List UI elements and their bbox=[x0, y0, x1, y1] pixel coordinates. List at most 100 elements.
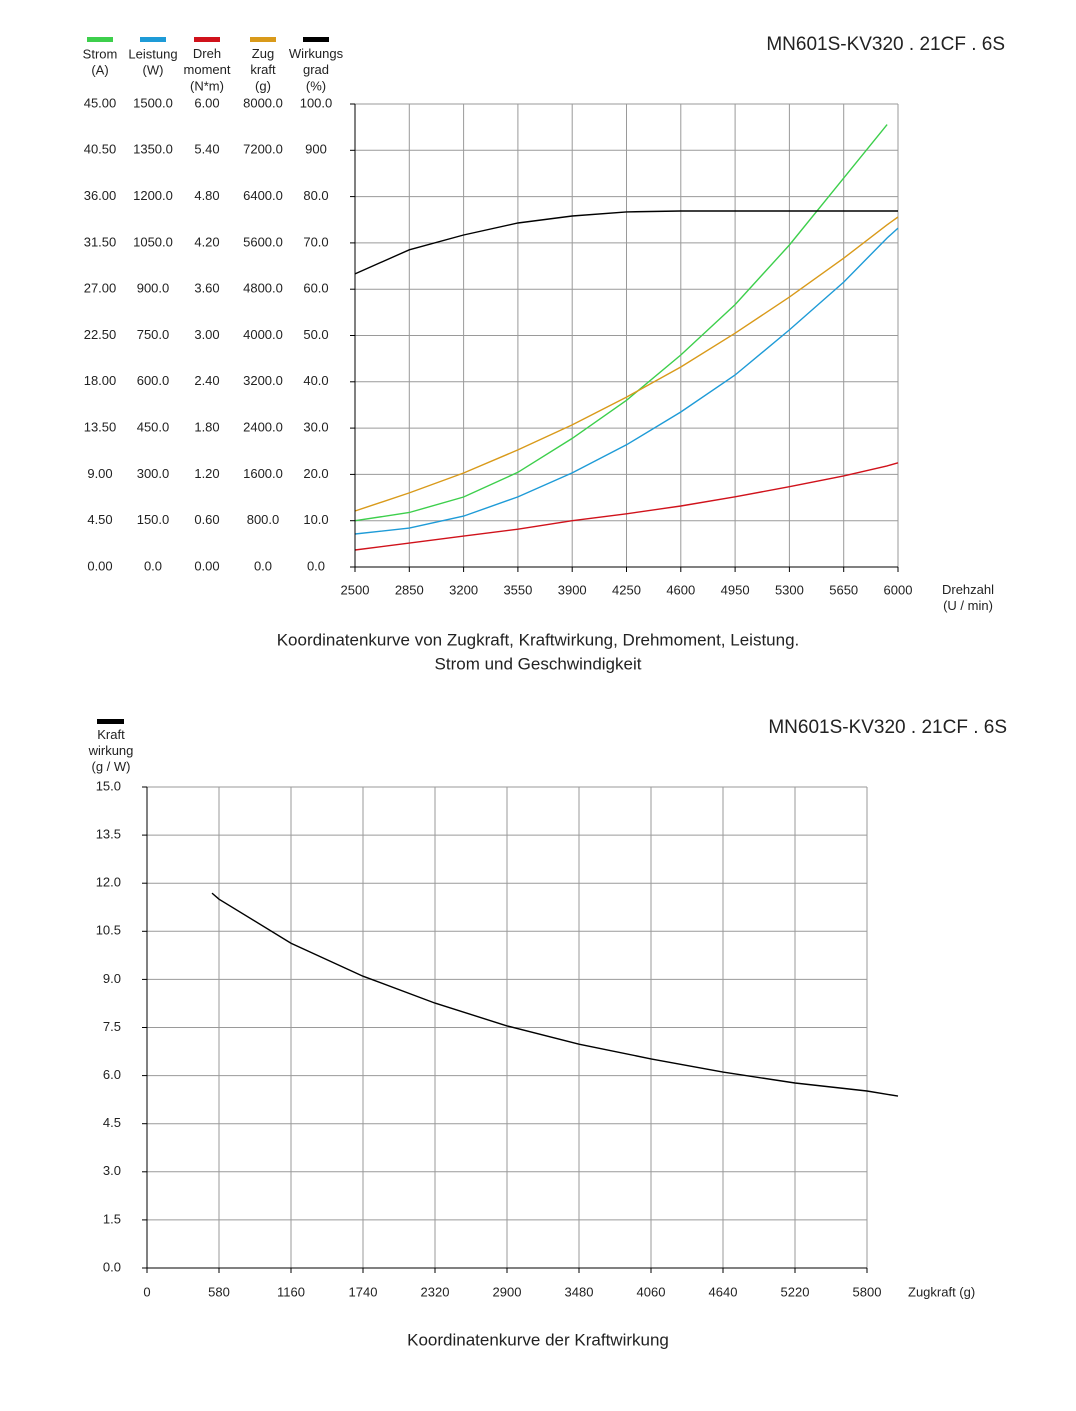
legend-name: Strom bbox=[83, 46, 118, 61]
y-tick-label: 1.5 bbox=[103, 1211, 121, 1226]
legend-name: Dreh moment bbox=[184, 46, 231, 77]
legend-unit: (N*m) bbox=[190, 78, 224, 93]
text-line: grad bbox=[303, 62, 329, 77]
chart-title: MN601S-KV320 . 21CF . 6S bbox=[766, 34, 1005, 55]
caption: Koordinatenkurve der Kraftwirkung bbox=[407, 1330, 669, 1349]
legend-name: Leistung bbox=[128, 46, 177, 61]
series-line bbox=[354, 216, 899, 512]
y-tick-label: 5600.0 bbox=[243, 234, 283, 249]
x-tick-label: 5220 bbox=[781, 1284, 810, 1299]
text-line: Drehzahl bbox=[942, 582, 994, 597]
x-tick-label: 3480 bbox=[565, 1284, 594, 1299]
legend-swatch bbox=[194, 37, 220, 42]
x-tick-label: 3200 bbox=[449, 582, 478, 597]
y-tick-label: 27.00 bbox=[84, 281, 117, 296]
y-tick-label: 60.0 bbox=[303, 281, 328, 296]
y-tick-label: 100.0 bbox=[300, 95, 333, 110]
legend-name: Wirkungs grad bbox=[289, 46, 344, 77]
y-tick-label: 30.0 bbox=[303, 420, 328, 435]
y-tick-label: 12.0 bbox=[96, 875, 121, 890]
series-line bbox=[354, 124, 888, 522]
y-tick-label: 13.5 bbox=[96, 827, 121, 842]
x-tick-label: 6000 bbox=[884, 582, 913, 597]
x-tick-label: 1160 bbox=[277, 1284, 305, 1299]
y-tick-label: 10.0 bbox=[303, 512, 328, 527]
legend-name: Zug kraft bbox=[250, 46, 276, 77]
y-tick-label: 0.00 bbox=[87, 558, 112, 573]
y-tick-label: 3.00 bbox=[194, 327, 219, 342]
y-tick-label: 4800.0 bbox=[243, 281, 283, 296]
x-tick-label: 5300 bbox=[775, 582, 804, 597]
y-tick-label: 0.60 bbox=[194, 512, 219, 527]
y-tick-label: 10.5 bbox=[96, 923, 121, 938]
y-axis-label: Kraft wirkung (g / W) bbox=[88, 727, 134, 774]
y-tick-label: 800.0 bbox=[247, 512, 280, 527]
y-tick-label: 70.0 bbox=[303, 234, 328, 249]
y-tick-label: 1.80 bbox=[194, 420, 219, 435]
x-tick-label: 4250 bbox=[612, 582, 641, 597]
x-tick-label: 2320 bbox=[421, 1284, 450, 1299]
series-line bbox=[354, 227, 899, 535]
y-tick-label: 1600.0 bbox=[243, 466, 283, 481]
y-tick-label: 3.0 bbox=[103, 1163, 121, 1178]
x-tick-label: 1740 bbox=[349, 1284, 378, 1299]
y-tick-label: 40.0 bbox=[303, 373, 328, 388]
y-tick-label: 6.0 bbox=[103, 1067, 121, 1082]
x-tick-label: 5800 bbox=[853, 1284, 882, 1299]
y-tick-label: 15.0 bbox=[96, 778, 121, 793]
y-tick-label: 80.0 bbox=[303, 188, 328, 203]
legend-unit: (A) bbox=[91, 62, 108, 77]
y-tick-label: 0.0 bbox=[307, 558, 325, 573]
text-line: (U / min) bbox=[943, 598, 993, 613]
y-tick-label: 4.20 bbox=[194, 234, 219, 249]
series-line bbox=[354, 210, 898, 275]
y-tick-label: 1.20 bbox=[194, 466, 219, 481]
text-line: Wirkungs bbox=[289, 46, 344, 61]
chart-title: MN601S-KV320 . 21CF . 6S bbox=[768, 717, 1007, 738]
y-tick-label: 5.40 bbox=[194, 142, 219, 157]
y-tick-label: 1500.0 bbox=[133, 95, 173, 110]
x-tick-label: 2900 bbox=[493, 1284, 522, 1299]
y-tick-label: 4.50 bbox=[87, 512, 112, 527]
series-line bbox=[211, 892, 899, 1097]
y-tick-label: 4.80 bbox=[194, 188, 219, 203]
legend-swatch bbox=[87, 37, 113, 42]
y-tick-label: 750.0 bbox=[137, 327, 170, 342]
x-tick-label: 0 bbox=[143, 1284, 150, 1299]
y-tick-label: 3200.0 bbox=[243, 373, 283, 388]
y-tick-label: 0.0 bbox=[103, 1259, 121, 1274]
y-tick-label: 0.0 bbox=[144, 558, 162, 573]
legend-swatch bbox=[303, 37, 329, 42]
y-tick-label: 36.00 bbox=[84, 188, 117, 203]
x-tick-label: 2850 bbox=[395, 582, 424, 597]
y-tick-label: 31.50 bbox=[84, 234, 117, 249]
legend-swatch bbox=[250, 37, 276, 42]
x-tick-label: 4600 bbox=[666, 582, 695, 597]
y-tick-label: 9.00 bbox=[87, 466, 112, 481]
legend-swatch bbox=[140, 37, 166, 42]
text-line: moment bbox=[184, 62, 231, 77]
y-tick-label: 6400.0 bbox=[243, 188, 283, 203]
legend-unit: (g) bbox=[255, 78, 271, 93]
y-tick-label: 20.0 bbox=[303, 466, 328, 481]
y-tick-label: 18.00 bbox=[84, 373, 117, 388]
y-tick-label: 40.50 bbox=[84, 142, 117, 157]
y-tick-label: 6.00 bbox=[194, 95, 219, 110]
y-tick-label: 13.50 bbox=[84, 420, 117, 435]
y-tick-label: 7200.0 bbox=[243, 142, 283, 157]
y-tick-label: 9.0 bbox=[103, 971, 121, 986]
x-axis-label: Drehzahl (U / min) bbox=[942, 582, 994, 613]
text-line: Dreh bbox=[193, 46, 221, 61]
x-tick-label: 2500 bbox=[341, 582, 370, 597]
y-tick-label: 45.00 bbox=[84, 95, 117, 110]
y-tick-label: 300.0 bbox=[137, 466, 170, 481]
y-tick-label: 1050.0 bbox=[133, 234, 173, 249]
x-tick-label: 4950 bbox=[721, 582, 750, 597]
y-tick-label: 22.50 bbox=[84, 327, 117, 342]
text-line: Zug bbox=[252, 46, 274, 61]
x-tick-label: 5650 bbox=[829, 582, 858, 597]
x-tick-label: 580 bbox=[208, 1284, 230, 1299]
y-tick-label: 1350.0 bbox=[133, 142, 173, 157]
